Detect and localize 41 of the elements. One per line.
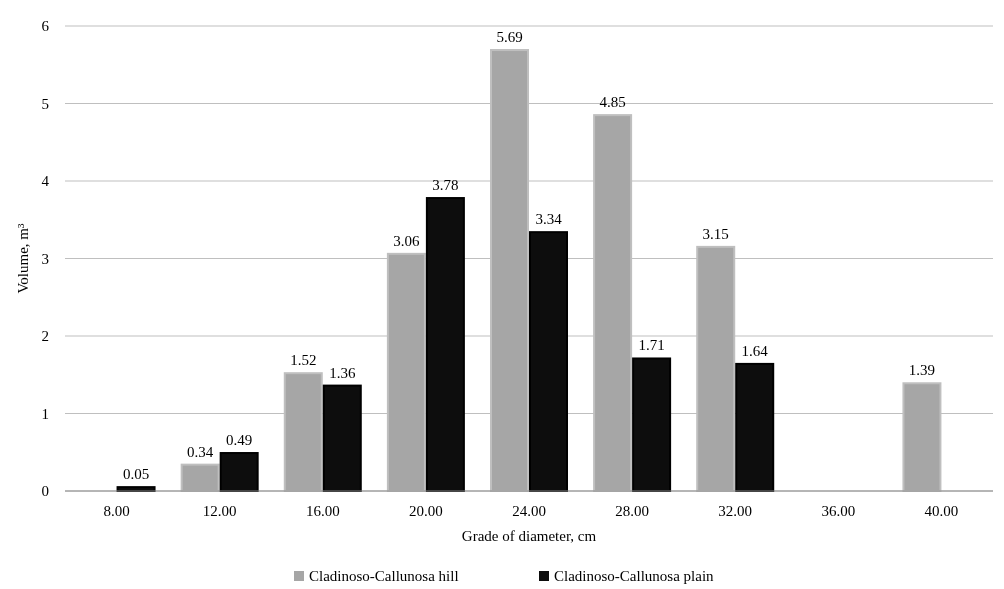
y-tick-label: 0	[41, 483, 49, 500]
x-axis-title: Grade of diameter, cm	[461, 528, 597, 545]
data-label: 3.34	[535, 211, 563, 228]
data-label: 0.05	[122, 466, 150, 483]
bar	[322, 384, 362, 492]
data-label: 3.15	[702, 225, 729, 242]
x-tick-label: 20.00	[409, 503, 443, 520]
bar	[632, 357, 672, 492]
x-tick-label: 28.00	[615, 503, 649, 520]
x-tick-label: 36.00	[821, 503, 856, 520]
data-label: 5.69	[496, 29, 523, 46]
legend-label: Cladinoso-Callunosa plain	[554, 568, 715, 585]
y-tick-label: 4	[41, 173, 50, 190]
data-label: 1.36	[329, 364, 356, 381]
data-label: 3.78	[432, 177, 459, 194]
bar	[180, 463, 220, 492]
data-label: 1.39	[908, 362, 936, 379]
data-label: 4.85	[599, 94, 626, 111]
y-tick-label: 1	[41, 405, 49, 422]
y-tick-label: 5	[41, 95, 49, 112]
x-tick-label: 16.00	[305, 503, 340, 520]
data-label: 1.52	[290, 352, 317, 369]
bar	[529, 231, 568, 492]
x-tick-label: 32.00	[718, 503, 753, 520]
y-tick-label: 6	[41, 18, 50, 35]
x-tick-label: 12.00	[202, 503, 237, 520]
bar	[735, 362, 775, 492]
y-tick-label: 2	[41, 328, 49, 345]
y-tick-label: 3	[41, 250, 49, 267]
data-label: 3.06	[393, 232, 421, 249]
bar	[219, 452, 259, 492]
x-tick-label: 40.00	[924, 503, 959, 520]
x-tick-label: 24.00	[512, 503, 546, 520]
x-tick-label: 8.00	[103, 503, 130, 520]
data-label: 0.34	[187, 443, 214, 460]
data-label: 1.64	[741, 342, 769, 359]
bar	[425, 197, 465, 492]
data-label: 0.49	[226, 432, 253, 449]
data-label: 1.71	[638, 337, 665, 354]
legend-label: Cladinoso-Callunosa hill	[309, 568, 459, 585]
y-axis-title: Volume, m³	[15, 222, 31, 294]
